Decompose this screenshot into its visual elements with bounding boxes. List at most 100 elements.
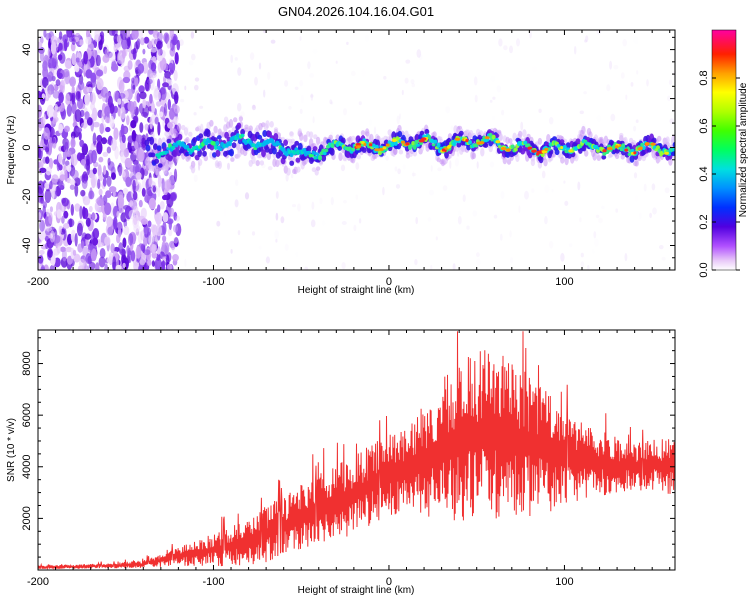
heatmap-noise-blob <box>43 54 50 66</box>
heatmap-noise-blob <box>88 205 93 213</box>
heatmap-noise-blob <box>63 223 70 229</box>
heatmap-band-body <box>154 158 160 164</box>
heatmap-noise-blob <box>42 113 47 125</box>
heatmap-noise-blob <box>70 153 78 166</box>
heatmap-noise-blob <box>90 248 97 262</box>
heatmap-noise-blob <box>164 70 171 79</box>
heatmap-hotspot <box>454 137 461 141</box>
heatmap-halo <box>620 154 625 160</box>
heatmap-halo <box>303 134 308 143</box>
heatmap-noise-blob <box>116 211 120 218</box>
heatmap-band-core <box>640 142 645 147</box>
heatmap-noise-blob <box>162 82 169 88</box>
heatmap-noise-blob <box>65 246 73 253</box>
heatmap-speckle <box>184 258 187 267</box>
heatmap-noise-blob <box>109 186 117 193</box>
heatmap-speckle <box>175 215 181 222</box>
heatmap-noise-blob <box>91 212 96 221</box>
heatmap-noise-blob <box>91 150 97 164</box>
heatmap-band-body <box>229 148 235 157</box>
heatmap-noise-blob <box>64 125 70 133</box>
spectrogram-y-tick-label: -20 <box>21 189 33 205</box>
heatmap-halo <box>209 119 214 127</box>
heatmap-noise-blob <box>106 146 112 154</box>
heatmap-halo <box>574 153 579 162</box>
heatmap-halo <box>176 123 182 132</box>
heatmap-speckle <box>259 246 262 250</box>
heatmap-noise-blob <box>138 264 145 270</box>
heatmap-noise-blob <box>134 140 139 150</box>
heatmap-noise-blob <box>76 222 83 237</box>
heatmap-noise-blob <box>49 264 57 270</box>
heatmap-speckle <box>249 52 255 61</box>
heatmap-noise-blob <box>38 212 42 220</box>
heatmap-noise-blob <box>147 259 152 266</box>
heatmap-noise-blob <box>101 137 107 145</box>
heatmap-band-body <box>153 143 158 150</box>
spectrogram-y-tick-label: -40 <box>21 238 33 254</box>
heatmap-speckle <box>258 62 262 70</box>
heatmap-speckle <box>430 165 433 172</box>
heatmap-band-body <box>198 133 204 139</box>
heatmap-hotspot <box>355 145 362 149</box>
heatmap-speckle <box>580 252 584 258</box>
heatmap-band-body <box>345 152 351 158</box>
heatmap-halo <box>238 116 244 122</box>
heatmap-noise-blob <box>58 92 64 104</box>
heatmap-noise-blob <box>74 233 78 247</box>
heatmap-noise-blob <box>49 181 53 190</box>
heatmap-speckle <box>476 258 481 266</box>
heatmap-speckle <box>313 49 318 54</box>
heatmap-speckle <box>234 199 239 208</box>
heatmap-noise-blob <box>75 91 81 101</box>
heatmap-band-body <box>306 145 312 153</box>
heatmap-band-body <box>329 148 335 156</box>
heatmap-halo <box>251 155 256 165</box>
heatmap-noise-blob <box>107 226 114 235</box>
heatmap-band-core <box>513 147 518 152</box>
heatmap-noise-blob <box>121 48 126 60</box>
heatmap-speckle <box>299 36 302 41</box>
heatmap-speckle <box>353 224 357 232</box>
heatmap-noise-blob <box>173 105 180 114</box>
heatmap-speckle <box>501 109 505 116</box>
heatmap-band-core <box>289 152 294 158</box>
heatmap-noise-blob <box>167 227 173 237</box>
heatmap-noise-blob <box>141 111 148 117</box>
snr-y-tick-label: 2000 <box>21 506 33 530</box>
heatmap-hotspot <box>385 143 390 147</box>
heatmap-noise-blob <box>162 221 167 236</box>
heatmap-noise-blob <box>47 71 54 82</box>
heatmap-noise-blob <box>69 76 76 87</box>
heatmap-speckle <box>492 96 496 100</box>
heatmap-noise-blob <box>154 257 162 270</box>
heatmap-hotspot <box>465 139 469 143</box>
heatmap-noise-blob <box>131 130 137 142</box>
heatmap-noise-blob <box>130 250 136 262</box>
heatmap-speckle <box>473 76 478 86</box>
heatmap-speckle <box>275 238 278 243</box>
heatmap-noise-blob <box>90 92 96 105</box>
heatmap-halo <box>217 160 222 170</box>
heatmap-speckle <box>577 181 581 191</box>
heatmap-noise-blob <box>80 189 86 197</box>
heatmap-speckle <box>237 67 242 76</box>
heatmap-halo <box>614 153 620 160</box>
heatmap-noise-blob <box>71 38 76 45</box>
heatmap-hotspot <box>405 142 410 146</box>
heatmap-speckle <box>601 205 605 209</box>
heatmap-band-body <box>629 155 635 163</box>
heatmap-noise-blob <box>71 53 77 66</box>
heatmap-noise-blob <box>149 93 153 104</box>
heatmap-speckle <box>579 217 582 223</box>
heatmap-halo <box>183 127 189 136</box>
heatmap-band-body <box>340 137 346 145</box>
heatmap-hotspot <box>368 143 373 147</box>
heatmap-noise-blob <box>102 151 109 157</box>
heatmap-band-core <box>510 144 515 149</box>
heatmap-speckle <box>412 171 415 178</box>
heatmap-speckle <box>265 256 270 264</box>
snr-panel: -200 -100 0 100 2000 4000 6000 8000 Height of … <box>6 329 676 596</box>
heatmap-speckle <box>373 126 377 135</box>
heatmap-speckle <box>427 217 432 222</box>
